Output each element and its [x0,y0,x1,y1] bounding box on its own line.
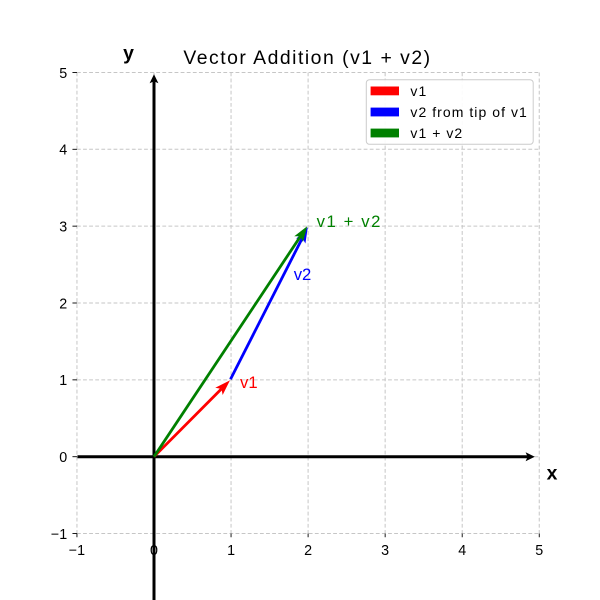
svg-text:4: 4 [458,543,466,559]
svg-text:1: 1 [59,373,67,389]
svg-text:5: 5 [59,66,67,82]
svg-text:v1 + v2: v1 + v2 [317,212,382,231]
svg-text:4: 4 [59,143,67,159]
svg-text:2: 2 [304,543,312,559]
svg-text:v1: v1 [410,83,427,99]
svg-text:0: 0 [59,450,67,466]
svg-text:−1: −1 [51,527,67,543]
svg-text:3: 3 [381,543,389,559]
svg-text:Vector Addition (v1 + v2): Vector Addition (v1 + v2) [183,47,431,69]
svg-text:−1: −1 [69,543,85,559]
svg-text:y: y [123,43,134,65]
svg-text:2: 2 [59,296,67,312]
svg-text:v1 + v2: v1 + v2 [410,125,463,141]
svg-text:3: 3 [59,219,67,235]
svg-text:1: 1 [227,543,235,559]
svg-text:x: x [547,463,558,485]
svg-text:5: 5 [535,543,543,559]
svg-text:v2 from tip of v1: v2 from tip of v1 [410,104,527,120]
svg-text:v1: v1 [240,373,258,392]
svg-text:v2: v2 [294,265,312,284]
